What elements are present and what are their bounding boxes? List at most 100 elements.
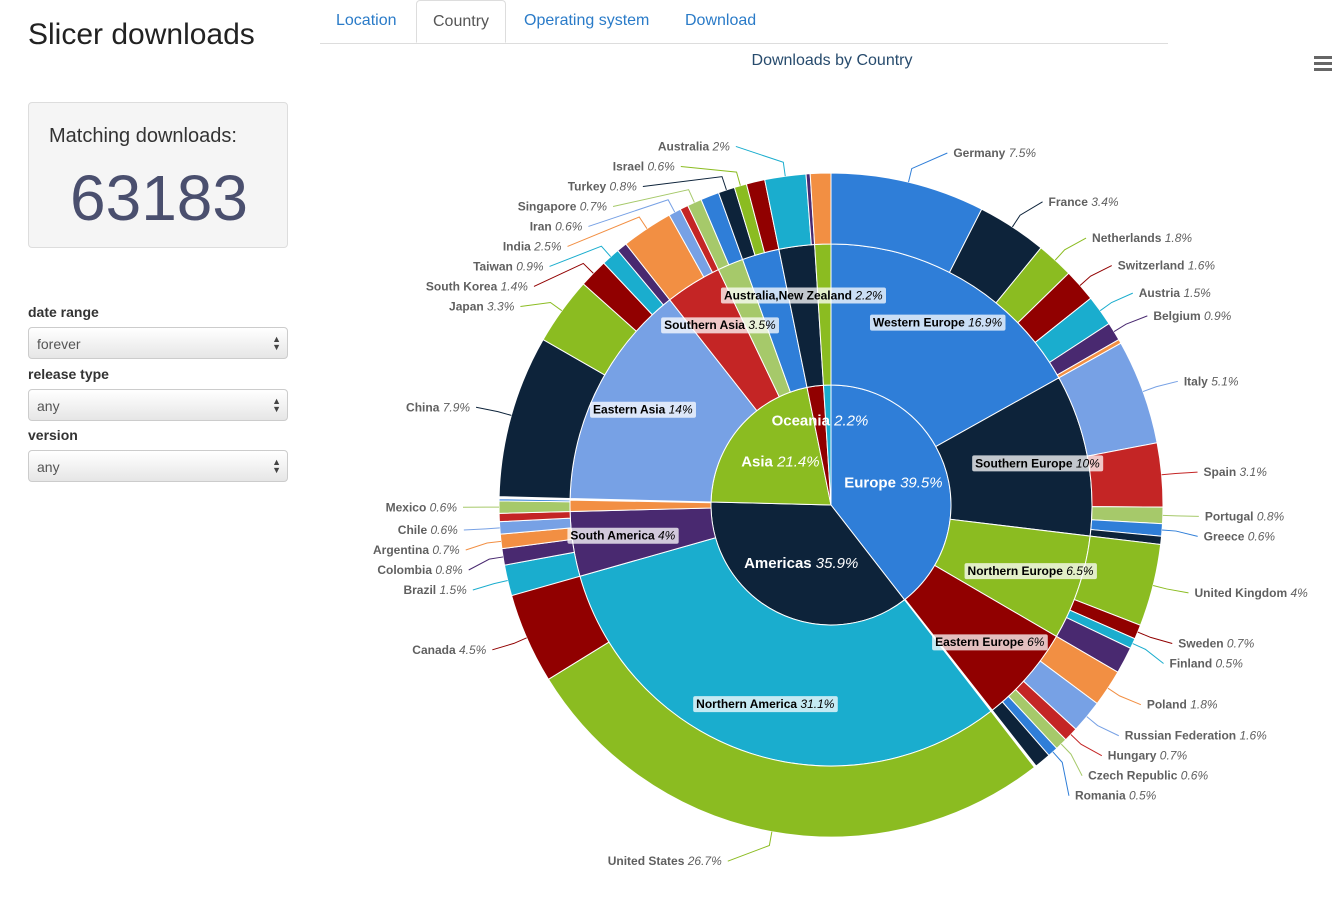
- region-label: Northern Europe 6.5%: [964, 563, 1097, 580]
- country-label: Poland 1.8%: [1147, 698, 1218, 712]
- country-label: Chile 0.6%: [398, 523, 458, 537]
- country-label: Taiwan 0.9%: [473, 259, 544, 273]
- region-label: Eastern Asia 14%: [590, 401, 696, 418]
- leader-line: [1152, 585, 1189, 594]
- release-type-value: any: [37, 398, 60, 414]
- leader-line: [1060, 743, 1083, 776]
- svg-text:Southern Europe 10%: Southern Europe 10%: [975, 456, 1100, 470]
- country-label: Sweden 0.7%: [1178, 637, 1254, 651]
- leader-line: [612, 189, 695, 207]
- leader-line: [735, 145, 786, 177]
- matching-downloads-count: 63183: [70, 162, 248, 234]
- svg-text:Australia,New Zealand 2.2%: Australia,New Zealand 2.2%: [724, 289, 883, 303]
- country-segment-other[interactable]: [809, 172, 832, 246]
- country-label: Portugal 0.8%: [1205, 509, 1285, 523]
- continent-label: Asia 21.4%: [741, 454, 819, 471]
- leader-line: [1079, 265, 1112, 286]
- leader-line: [1011, 201, 1043, 228]
- svg-text:Europe 39.5%: Europe 39.5%: [844, 475, 942, 492]
- region-label: Northern America 31.1%: [693, 696, 838, 713]
- svg-text:Eastern Asia 14%: Eastern Asia 14%: [593, 403, 693, 417]
- continent-label: Americas 35.9%: [744, 555, 858, 572]
- country-label: Mexico 0.6%: [386, 500, 458, 514]
- leader-line: [468, 556, 504, 571]
- country-label: Iran 0.6%: [530, 219, 583, 233]
- leader-line: [1113, 315, 1148, 332]
- leader-line: [533, 262, 594, 287]
- leader-line: [680, 165, 741, 186]
- select-arrows-icon: ▲ ▼: [272, 396, 281, 414]
- country-segment-other[interactable]: [498, 498, 571, 503]
- page-title: Slicer downloads: [28, 18, 255, 51]
- chart-title: Downloads by Country: [751, 52, 913, 69]
- svg-text:Northern Europe 6.5%: Northern Europe 6.5%: [968, 564, 1094, 578]
- tab-download[interactable]: Download: [685, 12, 757, 29]
- country-label: Austria 1.5%: [1139, 286, 1211, 300]
- leader-line: [475, 406, 512, 416]
- country-label: Germany 7.5%: [953, 146, 1036, 160]
- country-label: Switzerland 1.6%: [1118, 259, 1216, 273]
- country-segment[interactable]: [547, 641, 1036, 838]
- country-label: Canada 4.5%: [412, 643, 486, 657]
- svg-text:South America 4%: South America 4%: [570, 529, 675, 543]
- country-label: Greece 0.6%: [1204, 529, 1276, 543]
- leader-line: [472, 579, 508, 591]
- country-label: South Korea 1.4%: [426, 279, 528, 293]
- country-label: Russian Federation 1.6%: [1125, 729, 1267, 743]
- leader-line: [1162, 514, 1199, 517]
- leader-line: [520, 301, 563, 312]
- country-label: Japan 3.3%: [449, 299, 515, 313]
- svg-text:Americas 35.9%: Americas 35.9%: [744, 555, 858, 572]
- date-range-value: forever: [37, 336, 81, 352]
- country-label: Finland 0.5%: [1170, 657, 1244, 671]
- svg-text:Oceania 2.2%: Oceania 2.2%: [772, 413, 869, 430]
- leader-line: [1086, 716, 1120, 737]
- version-label: version: [28, 427, 78, 443]
- country-label: Romania 0.5%: [1075, 789, 1157, 803]
- leader-line: [642, 176, 727, 191]
- svg-text:Northern America 31.1%: Northern America 31.1%: [696, 697, 835, 711]
- leader-line: [1107, 687, 1142, 706]
- country-label: United Kingdom 4%: [1194, 586, 1308, 600]
- region-label: South America 4%: [567, 527, 679, 544]
- country-label: Brazil 1.5%: [403, 583, 467, 597]
- country-label: Singapore 0.7%: [518, 199, 608, 213]
- country-label: Colombia 0.8%: [377, 563, 463, 577]
- select-arrows-icon: ▲ ▼: [272, 457, 281, 475]
- country-label: Israel 0.6%: [613, 159, 675, 173]
- region-label: Eastern Europe 6%: [932, 634, 1048, 651]
- region-label: Australia,New Zealand 2.2%: [720, 287, 886, 304]
- region-label: Southern Asia 3.5%: [661, 317, 780, 334]
- tab-operating-system[interactable]: Operating system: [524, 12, 650, 29]
- country-segment[interactable]: [498, 500, 571, 514]
- leader-line: [1162, 529, 1198, 537]
- version-select[interactable]: any ▲ ▼: [28, 450, 288, 482]
- svg-text:Southern Asia 3.5%: Southern Asia 3.5%: [664, 318, 776, 332]
- leader-line: [1142, 380, 1178, 393]
- leader-line: [908, 152, 948, 183]
- country-label: Argentina 0.7%: [373, 543, 460, 557]
- country-label: India 2.5%: [503, 239, 562, 253]
- country-label: Turkey 0.8%: [568, 179, 637, 193]
- country-label: Netherlands 1.8%: [1092, 231, 1192, 245]
- country-label: China 7.9%: [406, 400, 470, 414]
- country-label: United States 26.7%: [608, 854, 722, 868]
- country-segment-other[interactable]: [991, 701, 1050, 767]
- tab-location[interactable]: Location: [336, 12, 397, 29]
- continent-label: Europe 39.5%: [844, 475, 942, 492]
- country-label: Australia 2%: [658, 139, 730, 153]
- release-type-label: release type: [28, 366, 109, 382]
- leader-line: [1054, 237, 1087, 261]
- svg-text:Eastern Europe 6%: Eastern Europe 6%: [935, 635, 1045, 649]
- country-label: Italy 5.1%: [1184, 374, 1239, 388]
- leader-line: [465, 540, 502, 551]
- matching-downloads-panel: Matching downloads: 63183: [28, 102, 288, 248]
- region-label: Western Europe 16.9%: [869, 314, 1006, 331]
- leader-line: [1070, 734, 1103, 757]
- tab-country[interactable]: Country: [416, 0, 507, 43]
- leader-line: [1137, 631, 1173, 645]
- hamburger-icon[interactable]: [1314, 56, 1332, 74]
- country-label: France 3.4%: [1049, 195, 1119, 209]
- release-type-select[interactable]: any ▲ ▼: [28, 389, 288, 421]
- date-range-select[interactable]: forever ▲ ▼: [28, 327, 288, 359]
